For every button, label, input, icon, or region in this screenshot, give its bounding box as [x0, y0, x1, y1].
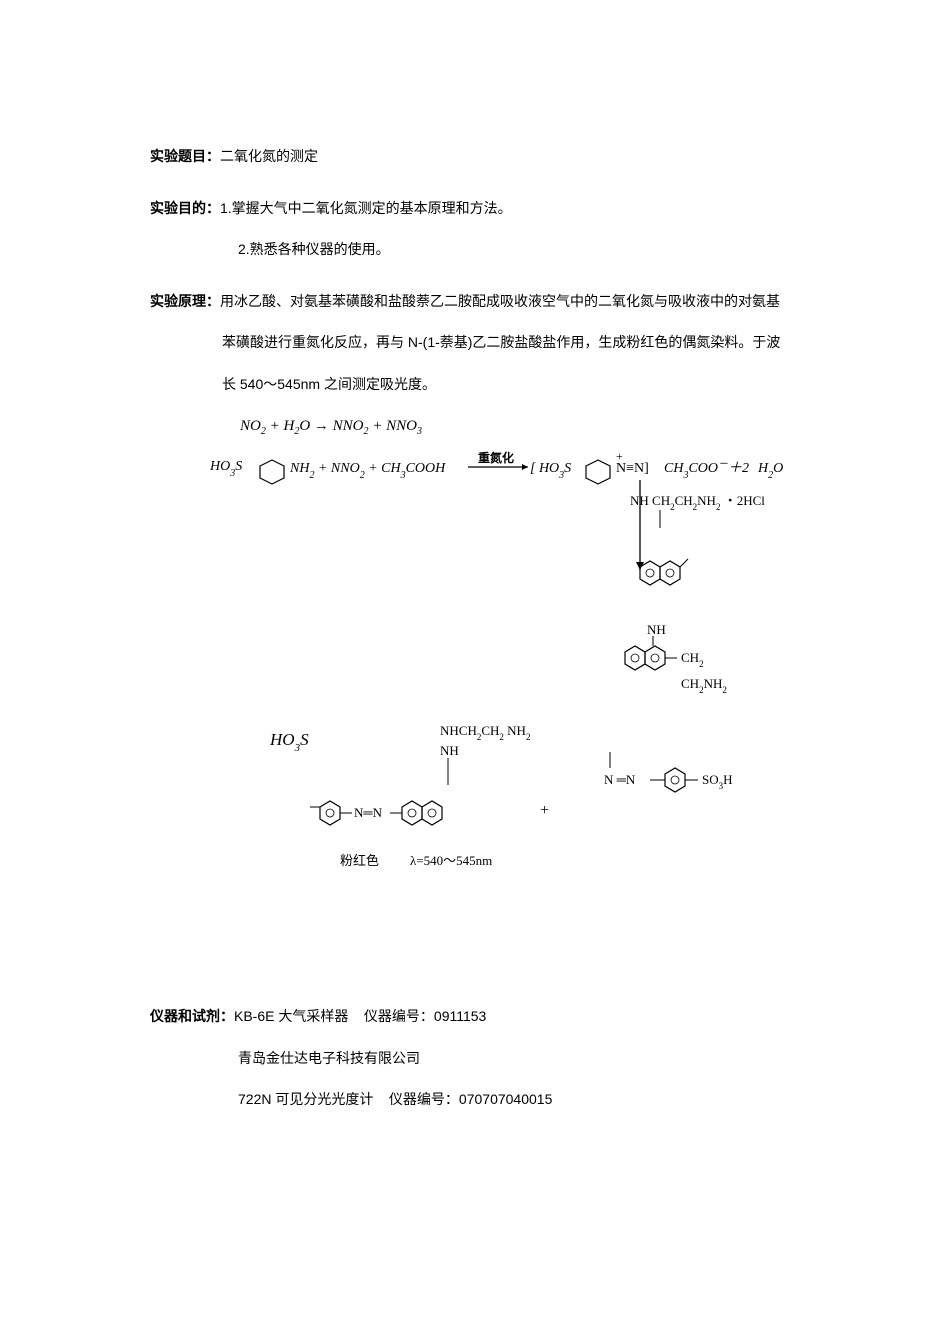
- equation-1: NO2 + H2O → NNO2 + NNO3: [240, 414, 795, 440]
- eq1-plus2: +: [369, 418, 387, 434]
- instrument2-name: 722N 可见分光光度计: [238, 1091, 373, 1107]
- eq1-lhs: NO: [240, 418, 261, 434]
- title-value: 二氧化氮的测定: [220, 148, 318, 164]
- svg-text:CH2: CH2: [681, 650, 704, 669]
- svg-text:CH3COO－＋2: CH3COO－＋2: [664, 458, 749, 480]
- svg-text:H2O: H2O: [757, 461, 783, 481]
- eq1-h: H: [283, 418, 294, 434]
- principle-line2: 苯磺酸进行重氮化反应，再与 N-(1-萘基)乙二胺盐酸盐作用，生成粉红色的偶氮染…: [222, 334, 780, 350]
- reaction-diagram: HO3S NH2 + NNO2 + CH3COOH 重氮化 [ HO3S + N…: [210, 450, 795, 903]
- company-name: 青岛金仕达电子科技有限公司: [238, 1050, 420, 1066]
- colon: ：: [206, 148, 220, 164]
- principle-label: 实验原理: [150, 293, 206, 309]
- eq1-rhs1: NNO: [333, 418, 364, 434]
- colon: ：: [206, 200, 220, 216]
- eq1-rhs2: NNO: [386, 418, 417, 434]
- svg-text:λ=540～545nm: λ=540～545nm: [410, 853, 492, 868]
- instrument1-sn: 0911153: [434, 1008, 486, 1024]
- principle-line3: 长 540～545nm 之间测定吸光度。: [222, 376, 436, 392]
- eq1-plus: +: [266, 418, 284, 434]
- svg-text:N ═N: N ═N: [604, 772, 636, 787]
- svg-text:HO3S: HO3S: [269, 730, 309, 754]
- equation-block: NO2 + H2O → NNO2 + NNO3: [240, 414, 795, 440]
- principle-line1: 用冰乙酸、对氨基苯磺酸和盐酸萘乙二胺配成吸收液空气中的二氧化氮与吸收液中的对氨基: [220, 293, 780, 309]
- svg-text:N≡N]: N≡N]: [616, 461, 649, 476]
- svg-text:NH CH2CH2NH2 ・2HCl: NH CH2CH2NH2 ・2HCl: [630, 493, 765, 512]
- svg-text:HO3S: HO3S: [210, 459, 242, 479]
- purpose-item1: 1.掌握大气中二氧化氮测定的基本原理和方法。: [220, 200, 512, 216]
- svg-text:NH: NH: [440, 743, 459, 758]
- title-section: 实验题目：二氧化氮的测定: [150, 140, 795, 174]
- eq1-arrow: →: [310, 418, 333, 434]
- svg-text:NH: NH: [647, 622, 666, 637]
- instrument1-name: KB-6E 大气采样器: [234, 1008, 348, 1024]
- svg-text:[ HO3S: [ HO3S: [530, 461, 571, 481]
- title-label: 实验题目: [150, 148, 206, 164]
- svg-text:粉红色: 粉红色: [340, 853, 379, 868]
- eq1-sub4: 3: [417, 426, 422, 437]
- instruments-label: 仪器和试剂: [150, 1008, 220, 1024]
- svg-text:NHCH2CH2 NH2: NHCH2CH2 NH2: [440, 723, 530, 742]
- svg-text:+: +: [540, 802, 549, 819]
- spacer: [150, 920, 795, 1000]
- eq1-o: O: [299, 418, 310, 434]
- svg-text:N═N: N═N: [354, 805, 383, 820]
- purpose-label: 实验目的: [150, 200, 206, 216]
- instrument1-sn-label: 仪器编号：: [364, 1008, 434, 1024]
- colon: ：: [220, 1008, 234, 1024]
- svg-text:重氮化: 重氮化: [478, 450, 514, 465]
- instrument2-sn: 070707040015: [459, 1091, 552, 1107]
- colon: ：: [206, 293, 220, 309]
- instruments-section: 仪器和试剂：KB-6E 大气采样器 仪器编号：0911153 青岛金仕达电子科技…: [150, 1000, 795, 1117]
- instrument2-sn-label: 仪器编号：: [389, 1091, 459, 1107]
- principle-section: 实验原理：用冰乙酸、对氨基苯磺酸和盐酸萘乙二胺配成吸收液空气中的二氧化氮与吸收液…: [150, 285, 795, 902]
- purpose-section: 实验目的：1.掌握大气中二氧化氮测定的基本原理和方法。 2.熟悉各种仪器的使用。: [150, 192, 795, 267]
- svg-text:NH2 + NNO2 + CH3COOH: NH2 + NNO2 + CH3COOH: [289, 461, 446, 481]
- purpose-item2: 2.熟悉各种仪器的使用。: [238, 241, 390, 257]
- chemistry-svg: HO3S NH2 + NNO2 + CH3COOH 重氮化 [ HO3S + N…: [210, 450, 810, 890]
- svg-text:CH2NH2: CH2NH2: [681, 676, 727, 695]
- svg-text:SO3H: SO3H: [702, 772, 733, 791]
